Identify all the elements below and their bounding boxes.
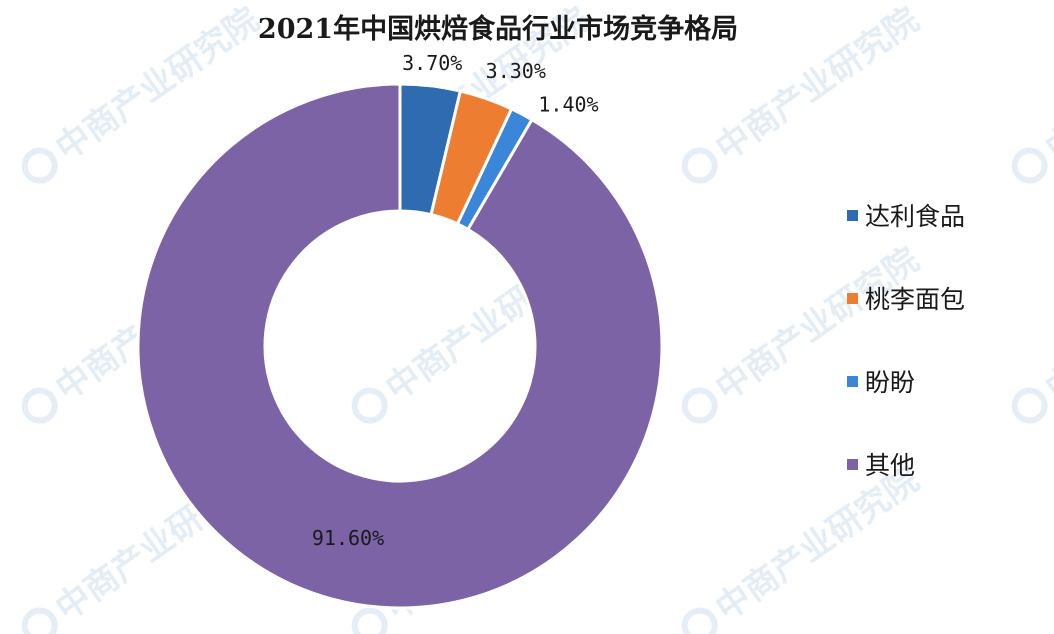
watermark-logo-icon <box>21 387 58 424</box>
watermark-logo-icon <box>351 607 388 634</box>
donut-slices <box>136 82 664 610</box>
data-label-3: 1.40% <box>538 93 598 117</box>
watermark-logo-icon <box>21 147 58 184</box>
watermark-logo-icon <box>1011 147 1048 184</box>
watermark: 中商产业研究院 <box>1011 0 1054 184</box>
watermark-logo-icon <box>351 387 388 424</box>
chart-title: 2021年中国烘焙食品行业市场竞争格局 <box>258 13 738 45</box>
legend-label-2: 桃李面包 <box>865 285 965 314</box>
legend-swatch-2 <box>847 293 858 304</box>
watermark-logo-icon <box>681 147 718 184</box>
watermark-text: 中商产业研究院 <box>708 0 926 169</box>
legend-label-4: 其他 <box>865 451 915 480</box>
legend-swatch-4 <box>847 459 858 470</box>
legend-swatch-3 <box>847 376 858 387</box>
watermark-text: 中商产业研究院 <box>708 460 926 629</box>
data-label-2: 3.30% <box>486 59 546 83</box>
legend-label-3: 盼盼 <box>865 368 915 397</box>
data-label-1: 3.70% <box>402 51 462 75</box>
watermark-logo-icon <box>1011 387 1048 424</box>
data-label-4: 91.60% <box>312 526 384 550</box>
legend-label-1: 达利食品 <box>865 202 965 231</box>
watermark-text: 中商产业研究院 <box>1038 240 1054 409</box>
watermark-text: 中商产业研究院 <box>1038 0 1054 169</box>
watermark-logo-icon <box>21 607 58 634</box>
watermark: 中商产业研究院 <box>1011 240 1054 424</box>
slice-4 <box>136 82 664 610</box>
watermark-logo-icon <box>681 607 718 634</box>
watermark-logo-icon <box>681 387 718 424</box>
data-labels: 3.70% 3.30% 1.40% 91.60% <box>312 51 599 550</box>
legend-swatch-1 <box>847 210 858 221</box>
watermark: 中商产业研究院 <box>681 460 926 634</box>
watermark: 中商产业研究院 <box>681 240 926 424</box>
